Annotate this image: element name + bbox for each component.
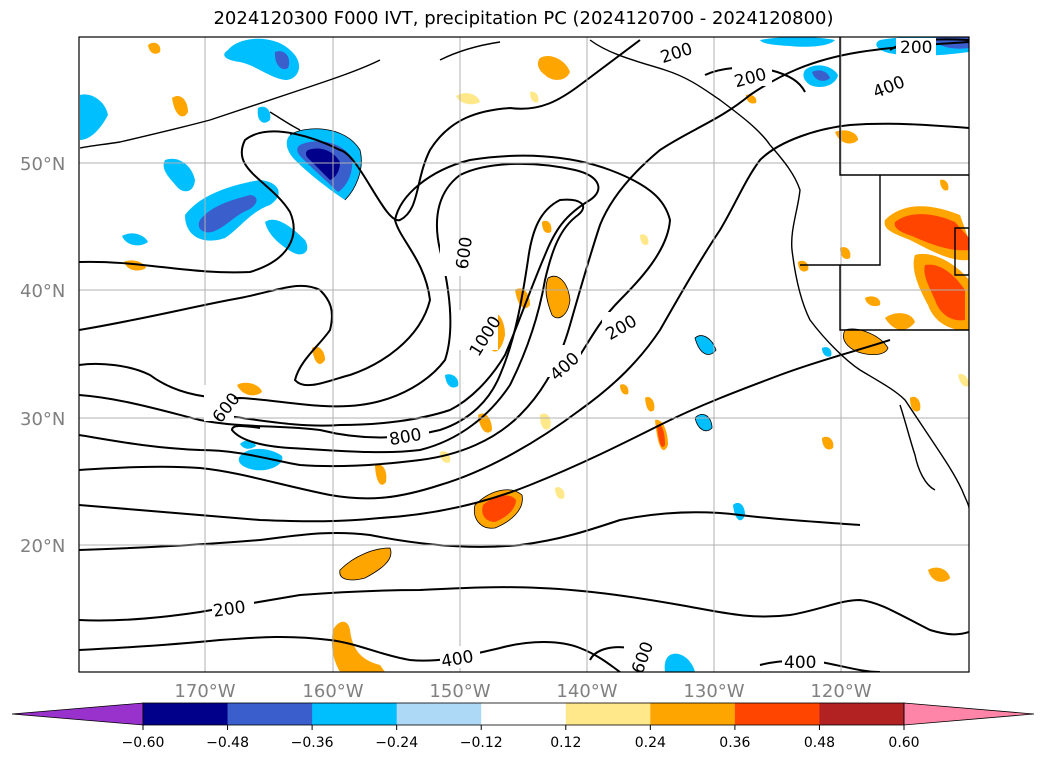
- colorbar-segment: [227, 703, 313, 725]
- lon-label: 150°W: [429, 681, 490, 702]
- colorbar-segment: [734, 703, 820, 725]
- lon-label: 130°W: [683, 681, 744, 702]
- colorbar-ticks: −0.60 −0.48 −0.36 −0.24 −0.12 0.12 0.24 0.36 0.4…: [122, 725, 920, 751]
- lon-label: 170°W: [174, 681, 235, 702]
- lat-label: 30°N: [20, 409, 65, 430]
- colorbar-segment: [396, 703, 482, 725]
- graticule: [79, 37, 969, 672]
- colorbar-segment: [650, 703, 736, 725]
- colorbar-tick-label: −0.36: [291, 735, 334, 751]
- contour-label: 200: [900, 38, 932, 58]
- colorbar-tick-label: 0.48: [804, 735, 835, 751]
- lat-label: 50°N: [20, 154, 65, 175]
- colorbar-extend-low: [11, 702, 144, 726]
- colorbar-segment: [819, 703, 905, 725]
- contour-label: 400: [784, 653, 816, 673]
- lon-label: 140°W: [556, 681, 617, 702]
- negative-precip-anomalies: [80, 37, 969, 672]
- colorbar-tick-label: 0.36: [719, 735, 750, 751]
- longitude-labels: 170°W 160°W 150°W 140°W 130°W 120°W: [174, 681, 871, 702]
- colorbar-tick-label: 0.12: [550, 735, 581, 751]
- colorbar-outline: [142, 702, 905, 726]
- coastlines: [79, 37, 969, 509]
- colorbar-tick-label: −0.48: [206, 735, 249, 751]
- lon-label: 160°W: [302, 681, 363, 702]
- lat-label: 40°N: [20, 281, 65, 302]
- colorbar: [11, 702, 1035, 726]
- colorbar-segment: [565, 703, 651, 725]
- contour-label: 200: [212, 597, 247, 621]
- anomaly-outlines: [289, 128, 889, 581]
- colorbar-segment: [143, 703, 229, 725]
- lon-label: 120°W: [810, 681, 871, 702]
- positive-precip-anomalies: [124, 42, 969, 672]
- map-title: 2024120300 F000 IVT, precipitation PC (2…: [213, 8, 834, 29]
- colorbar-extend-high: [903, 702, 1035, 726]
- lat-label: 20°N: [20, 536, 65, 557]
- contour-label: 600: [453, 236, 477, 271]
- contour-label-backgrounds: [204, 38, 936, 672]
- latitude-labels: 50°N 40°N 30°N 20°N: [20, 154, 65, 557]
- colorbar-tick-label: 0.60: [888, 735, 919, 751]
- colorbar-tick-label: −0.24: [375, 735, 418, 751]
- colorbar-tick-label: −0.12: [460, 735, 503, 751]
- map-frame: [78, 36, 970, 673]
- colorbar-tick-label: −0.60: [122, 735, 165, 751]
- colorbar-segment: [481, 703, 567, 725]
- colorbar-tick-label: 0.24: [635, 735, 666, 751]
- colorbar-segment: [312, 703, 398, 725]
